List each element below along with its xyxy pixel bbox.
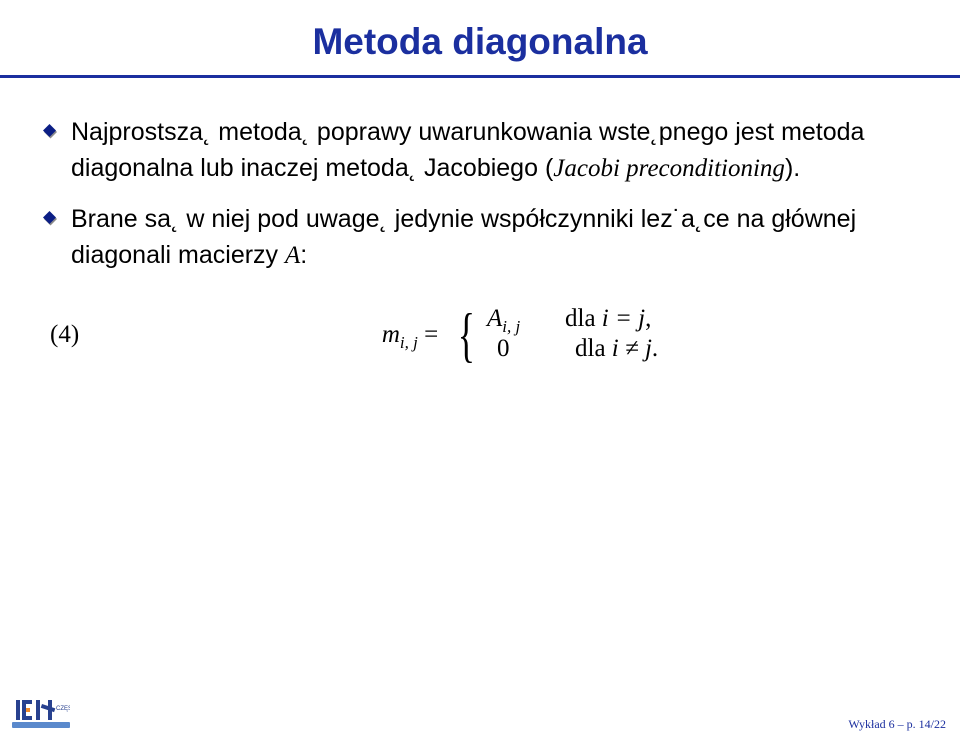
slide-footer: Wykład 6 – p. 14/22 xyxy=(848,717,946,732)
slide-title: Metoda diagonalna xyxy=(0,22,960,63)
eq-lhs: mi, j = xyxy=(382,321,438,349)
case-row: 0 dla i ≠ j. xyxy=(487,335,658,365)
rel: i = j xyxy=(602,305,645,332)
bullet-text: Najprostsza˛ metoda˛ poprawy uwarunkowan… xyxy=(71,114,918,188)
text-run-italic: A xyxy=(285,242,300,269)
var-m: m xyxy=(382,321,400,348)
case-row: Ai, j dla i = j, xyxy=(487,305,658,335)
subscript: i, j xyxy=(400,333,418,352)
text-run: Brane sa˛ w niej pod uwage˛ jedynie wspó… xyxy=(71,205,856,269)
cases: Ai, j dla i = j, 0 dla i ≠ j. xyxy=(487,305,658,365)
equation-number: (4) xyxy=(42,321,122,349)
bullet-item: Brane sa˛ w niej pod uwage˛ jedynie wspó… xyxy=(42,201,918,275)
case-left: Ai, j xyxy=(487,305,541,333)
svg-text:CZĘSTOCHOWA: CZĘSTOCHOWA xyxy=(56,706,70,712)
text-dla: dla xyxy=(575,335,612,362)
text-run-italic: Jacobi preconditioning xyxy=(553,155,785,182)
case-right: dla i ≠ j. xyxy=(575,335,658,363)
logo: CZĘSTOCHOWA xyxy=(12,692,70,730)
var-A: A xyxy=(487,305,502,332)
bullet-icon xyxy=(42,211,57,226)
left-brace: { xyxy=(458,311,475,359)
text-dla: dla xyxy=(565,305,602,332)
case-left: 0 xyxy=(487,335,551,363)
slide: Metoda diagonalna Najprostsza˛ metoda˛ p… xyxy=(0,0,960,738)
case-right: dla i = j, xyxy=(565,305,651,333)
bullet-text: Brane sa˛ w niej pod uwage˛ jedynie wspó… xyxy=(71,201,918,275)
rel: i ≠ j xyxy=(612,335,652,362)
equation-line: (4) mi, j = { Ai, j dla i = j, xyxy=(42,305,918,365)
title-block: Metoda diagonalna xyxy=(0,0,960,78)
equation: mi, j = { Ai, j dla i = j, 0 xyxy=(122,305,918,365)
bullet-icon xyxy=(42,124,57,139)
text-run: : xyxy=(300,241,307,269)
bullet-item: Najprostsza˛ metoda˛ poprawy uwarunkowan… xyxy=(42,114,918,188)
content: Najprostsza˛ metoda˛ poprawy uwarunkowan… xyxy=(0,78,960,365)
period: . xyxy=(652,335,658,362)
equals: = xyxy=(424,321,438,348)
comma: , xyxy=(645,305,651,332)
subscript: i, j xyxy=(502,317,520,336)
text-run: ). xyxy=(785,154,800,182)
